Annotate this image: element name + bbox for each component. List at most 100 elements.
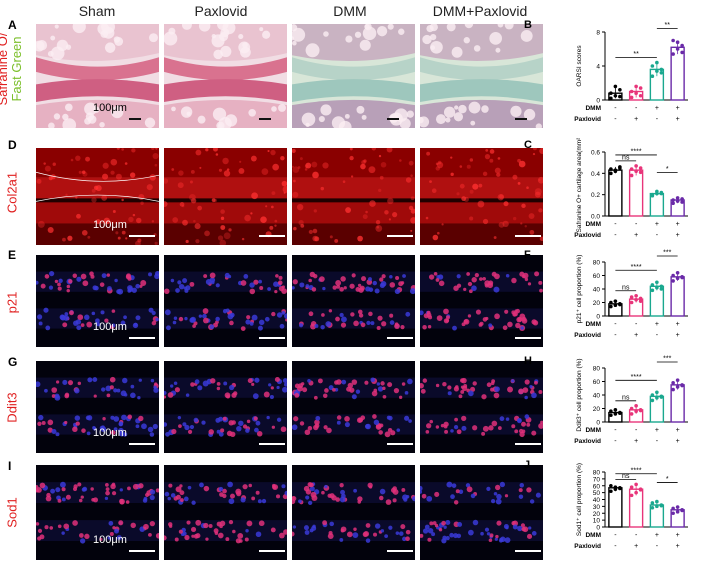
scale-bar — [129, 550, 155, 552]
significance-label: ns — [622, 473, 630, 480]
scale-bar — [515, 550, 541, 552]
data-point — [613, 84, 618, 89]
y-tick-label: 60 — [593, 483, 601, 490]
panel-letter-d: D — [8, 138, 17, 152]
scale-label: 100μm — [93, 102, 127, 114]
row-label-p21: p21 — [4, 291, 20, 314]
y-tick-label: 80 — [593, 260, 601, 267]
scale-bar — [515, 118, 527, 120]
data-point — [680, 43, 684, 48]
data-point — [671, 201, 675, 205]
y-axis-label: p21⁺ cell proportion (%) — [576, 255, 583, 324]
y-tick-label: 8 — [596, 30, 600, 37]
y-tick-label: 80 — [593, 366, 601, 373]
data-point — [629, 173, 634, 178]
data-point — [629, 412, 634, 416]
y-tick-label: 60 — [593, 273, 601, 280]
panel-letter-f: F — [524, 249, 531, 261]
y-tick-label: 40 — [593, 393, 601, 400]
micrograph-a-paxlovid — [164, 24, 287, 128]
group-sign: + — [676, 105, 680, 112]
data-point — [659, 284, 664, 289]
data-point — [609, 483, 613, 488]
data-point — [638, 408, 643, 413]
scale-bar — [259, 337, 285, 339]
col-header-sham: Sham — [78, 3, 116, 19]
y-tick-label: 40 — [593, 287, 601, 294]
bar — [608, 487, 623, 528]
group-sign: - — [614, 232, 617, 239]
data-point — [650, 192, 655, 197]
scale-bar — [387, 235, 413, 237]
data-point — [650, 288, 655, 293]
data-point — [618, 88, 622, 92]
data-point — [680, 275, 684, 280]
data-point — [638, 93, 643, 98]
group-sign: + — [676, 116, 680, 123]
y-tick-label: 80 — [593, 470, 601, 477]
data-point — [629, 485, 634, 489]
data-point — [650, 505, 655, 510]
group-sign: - — [614, 221, 617, 228]
significance-label: **** — [631, 148, 642, 155]
micrograph-e-dmm-paxlovid — [420, 255, 543, 347]
row-label-sod1: Sod1 — [4, 497, 20, 528]
micrograph-a-sham — [36, 24, 159, 128]
bar — [670, 276, 685, 317]
panel-letter-h: H — [524, 355, 532, 367]
data-point — [638, 296, 643, 301]
micrograph-a-dmm-paxlovid — [420, 24, 543, 128]
micrograph-a-dmm — [292, 24, 415, 128]
data-point — [638, 86, 643, 90]
col-header-dmm-paxlovid: DMM+Paxlovid — [432, 3, 528, 19]
scale-bar — [387, 550, 413, 552]
row-label-safranine-line2: Fast Green — [9, 36, 24, 102]
group-sign: - — [614, 321, 617, 328]
significance-label: *** — [663, 356, 671, 363]
chart-h-ddit3: H Ddit3⁺ cell proportion (%) 0 20 40 60 80 ns **… — [524, 355, 688, 445]
y-tick-label: 50 — [593, 490, 601, 497]
significance-label: ** — [633, 51, 639, 58]
data-point — [675, 196, 680, 200]
data-point — [650, 501, 655, 505]
y-tick-label: 20 — [593, 406, 601, 413]
scale-bar — [259, 443, 285, 445]
group-sign: + — [676, 543, 680, 550]
data-point — [671, 279, 675, 283]
data-point — [659, 503, 664, 508]
micrograph-i-dmm-paxlovid — [420, 465, 543, 560]
data-point — [609, 300, 613, 305]
data-point — [671, 273, 675, 278]
group-sign: + — [676, 438, 680, 445]
group-row-label-paxlovid: Paxlovid — [574, 332, 601, 339]
scale-bar — [515, 235, 541, 237]
y-axis-label: OARSI scores — [576, 45, 583, 87]
panel-letter-j: J — [524, 459, 530, 471]
data-point — [659, 395, 664, 399]
y-tick-label: 10 — [593, 518, 601, 525]
group-sign: - — [614, 427, 617, 434]
y-tick-label: 20 — [593, 511, 601, 518]
data-point — [638, 299, 643, 303]
bar — [608, 169, 623, 217]
data-point — [650, 74, 655, 78]
data-point — [680, 508, 684, 513]
data-point — [680, 200, 684, 204]
data-point — [671, 506, 675, 511]
group-sign: + — [655, 321, 659, 328]
micrograph-d-dmm-paxlovid — [420, 148, 543, 245]
col-header-dmm: DMM — [333, 3, 367, 19]
data-point — [618, 302, 622, 307]
scale-bar — [129, 337, 155, 339]
group-sign: - — [656, 116, 659, 123]
group-sign: + — [634, 438, 638, 445]
data-point — [618, 94, 622, 99]
scale-bar — [129, 443, 155, 445]
y-tick-label: 0 — [596, 420, 600, 427]
y-tick-label: 70 — [593, 476, 601, 483]
data-point — [609, 96, 613, 101]
micrograph-d-dmm — [292, 148, 415, 245]
data-point — [680, 50, 684, 55]
group-sign: + — [634, 116, 638, 123]
scale-bar — [515, 337, 541, 339]
